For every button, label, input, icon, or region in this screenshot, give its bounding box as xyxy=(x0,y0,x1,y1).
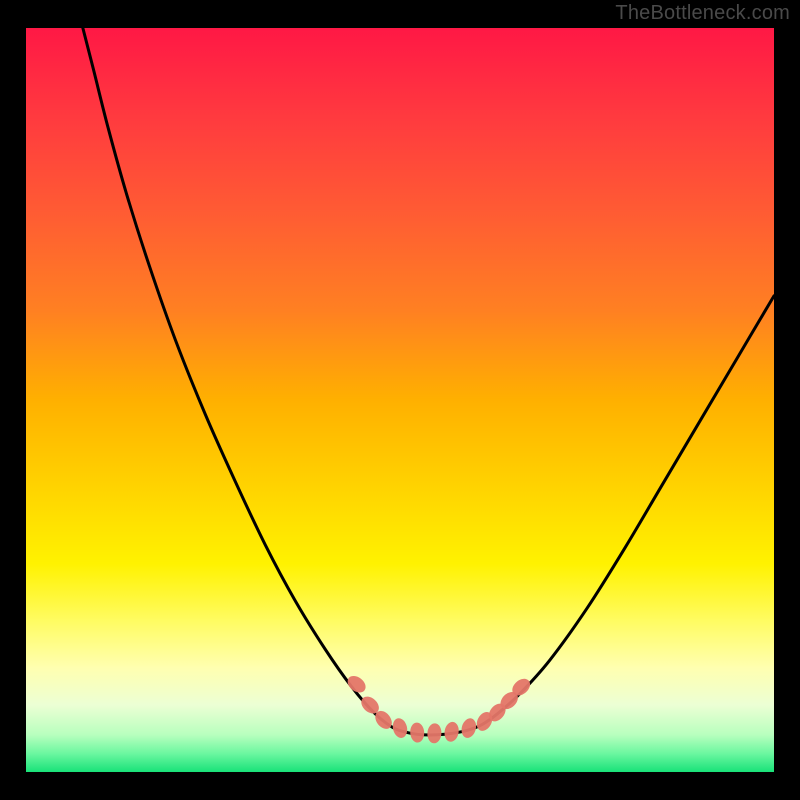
trough-mark xyxy=(443,721,460,743)
trough-mark xyxy=(459,717,478,740)
bottleneck-curve xyxy=(83,28,774,735)
trough-mark xyxy=(427,723,442,744)
watermark-text: TheBottleneck.com xyxy=(615,2,790,25)
trough-marks-group xyxy=(344,673,533,744)
chart-svg xyxy=(26,28,774,772)
trough-mark xyxy=(410,722,425,743)
plot-area xyxy=(26,28,774,772)
trough-mark xyxy=(391,717,409,740)
stage: TheBottleneck.com xyxy=(0,0,800,800)
